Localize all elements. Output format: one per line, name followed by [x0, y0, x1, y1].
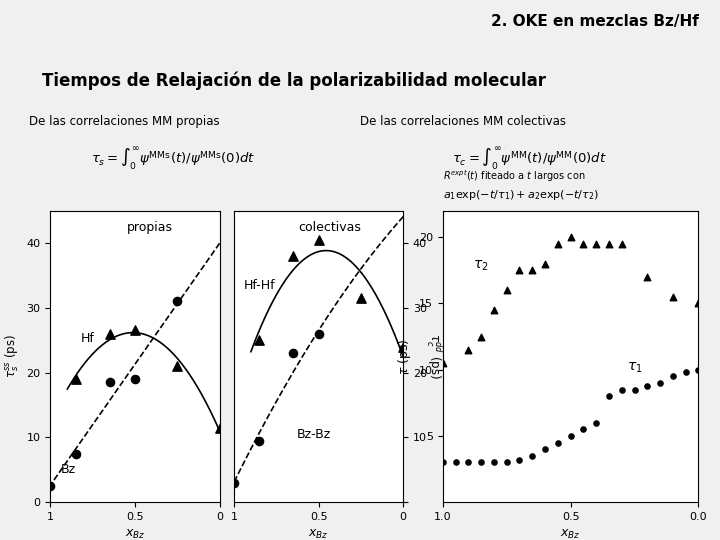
Point: [526, 266, 538, 274]
Text: Hf: Hf: [81, 332, 95, 345]
Text: colectivas: colectivas: [298, 221, 361, 234]
Point: [616, 385, 628, 394]
X-axis label: $x_{Bz}$: $x_{Bz}$: [560, 528, 581, 540]
Text: Bz: Bz: [60, 463, 76, 476]
Text: $R^{expt}(t)$ fiteado a $t$ largos con: $R^{expt}(t)$ fiteado a $t$ largos con: [443, 168, 585, 184]
Point: [488, 458, 500, 467]
Point: [397, 342, 409, 351]
Point: [70, 375, 81, 383]
Point: [539, 445, 551, 454]
Point: [603, 239, 615, 248]
Point: [501, 286, 513, 294]
Point: [552, 438, 564, 447]
Point: [552, 239, 564, 248]
Point: [313, 235, 325, 244]
Text: $\tau_1$: $\tau_1$: [627, 361, 642, 375]
Point: [253, 436, 265, 445]
Text: $\tau_c = \int_0^\infty \psi^{\mathrm{MM}}(t)/\psi^{\mathrm{MM}}(0)dt$: $\tau_c = \int_0^\infty \psi^{\mathrm{MM…: [451, 146, 607, 173]
Point: [463, 458, 474, 467]
Point: [355, 294, 366, 302]
Point: [501, 458, 513, 467]
Point: [45, 482, 56, 490]
Point: [171, 362, 183, 370]
Point: [514, 455, 526, 464]
Point: [313, 329, 325, 338]
Point: [475, 458, 487, 467]
Y-axis label: $\tau_s^{ss}$ (ps): $\tau_s^{ss}$ (ps): [4, 334, 21, 379]
Point: [526, 451, 538, 460]
X-axis label: $x_{Bz}$: $x_{Bz}$: [308, 528, 329, 540]
Point: [475, 332, 487, 341]
Point: [603, 392, 615, 401]
Point: [680, 368, 691, 376]
Y-axis label: $\tau_c^{dd}$ (ps): $\tau_c^{dd}$ (ps): [424, 333, 444, 380]
Point: [287, 252, 299, 260]
Point: [577, 239, 589, 248]
Text: $\tau_2$: $\tau_2$: [474, 259, 489, 273]
X-axis label: $x_{Bz}$: $x_{Bz}$: [125, 528, 145, 540]
Point: [629, 385, 640, 394]
Point: [693, 299, 704, 308]
Text: De las correlaciones MM propias: De las correlaciones MM propias: [29, 115, 220, 128]
Point: [437, 458, 449, 467]
Point: [590, 239, 602, 248]
Point: [287, 349, 299, 357]
Point: [616, 239, 628, 248]
Point: [253, 336, 265, 345]
Point: [590, 418, 602, 427]
Point: [437, 359, 449, 367]
Y-axis label: $\tau$ (ps): $\tau$ (ps): [397, 338, 413, 375]
Text: 2. OKE en mezclas Bz/Hf: 2. OKE en mezclas Bz/Hf: [490, 14, 698, 29]
Text: $\tau_s = \int_0^\infty \psi^{\mathrm{MMs}}(t)/\psi^{\mathrm{MMs}}(0)dt$: $\tau_s = \int_0^\infty \psi^{\mathrm{MM…: [91, 146, 255, 173]
Point: [565, 233, 577, 241]
Text: De las correlaciones MM colectivas: De las correlaciones MM colectivas: [360, 115, 566, 128]
Point: [104, 378, 115, 387]
Point: [70, 449, 81, 458]
Point: [514, 266, 526, 274]
Point: [214, 423, 225, 432]
Point: [565, 431, 577, 440]
Text: Tiempos de Relajación de la polarizabilidad molecular: Tiempos de Relajación de la polarizabili…: [42, 72, 546, 90]
Point: [642, 273, 653, 281]
Point: [667, 293, 679, 301]
Point: [171, 297, 183, 306]
Point: [228, 478, 240, 487]
Point: [654, 379, 666, 387]
Text: Bz-Bz: Bz-Bz: [297, 428, 331, 441]
Point: [642, 381, 653, 390]
Point: [577, 425, 589, 434]
Point: [463, 346, 474, 354]
Text: $a_1\exp(-t/\tau_1) + a_2\exp(-t/\tau_2)$: $a_1\exp(-t/\tau_1) + a_2\exp(-t/\tau_2)…: [443, 188, 599, 202]
Point: [130, 326, 141, 335]
Point: [130, 375, 141, 383]
Point: [104, 329, 115, 338]
Text: propias: propias: [127, 221, 173, 234]
Point: [693, 366, 704, 374]
Point: [488, 306, 500, 314]
Point: [539, 259, 551, 268]
Point: [450, 458, 462, 467]
Point: [667, 372, 679, 381]
Text: Hf-Hf: Hf-Hf: [244, 279, 276, 292]
